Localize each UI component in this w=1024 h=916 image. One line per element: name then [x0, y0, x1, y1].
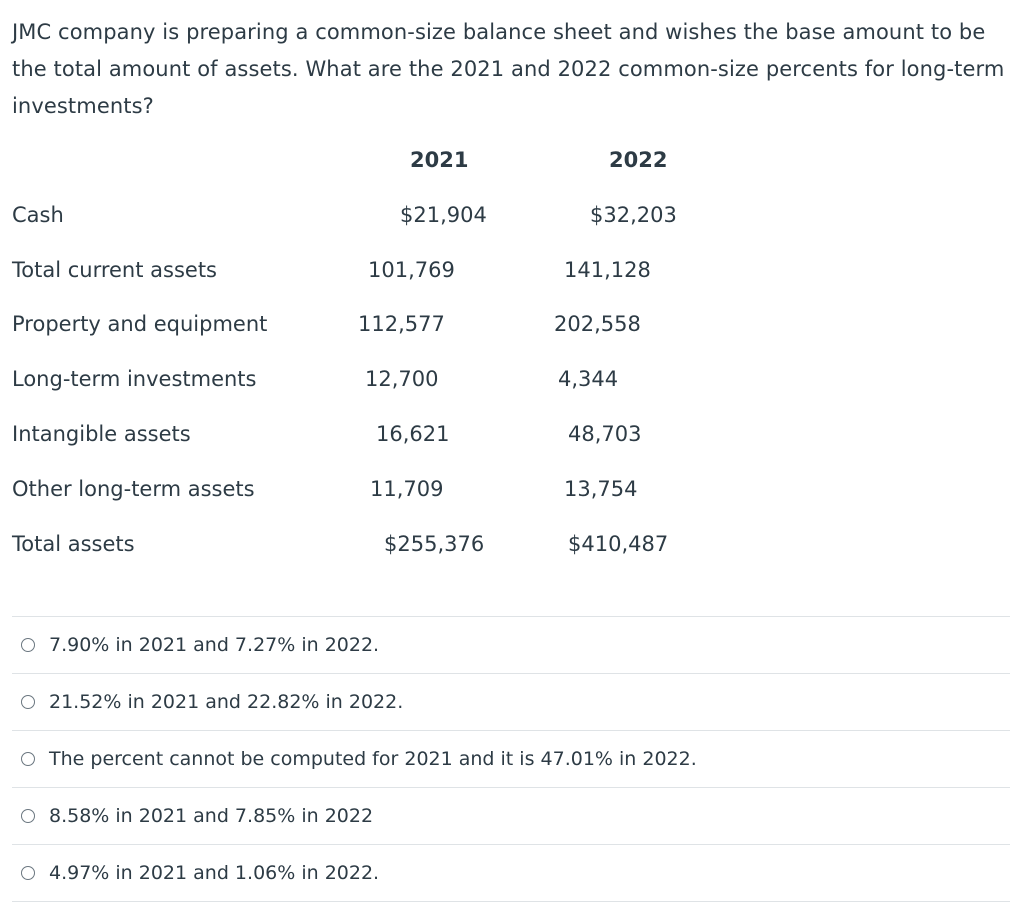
cell-cash-2022: $32,203: [590, 203, 677, 227]
balance-sheet-table: 2021 2022 Cash $21,904 $32,203 Total cur…: [12, 148, 677, 556]
radio-button-1[interactable]: [21, 638, 35, 652]
cell-property-and-equipment-2021: 112,577: [358, 312, 445, 336]
answer-text-5: 4.97% in 2021 and 1.06% in 2022.: [49, 862, 380, 884]
answer-text-4: 8.58% in 2021 and 7.85% in 2022: [49, 805, 374, 827]
cell-property-and-equipment-2022: 202,558: [554, 312, 641, 336]
row-label-intangible-assets: Intangible assets: [12, 422, 191, 446]
answer-option-2[interactable]: 21.52% in 2021 and 22.82% in 2022.: [12, 673, 1010, 730]
row-label-total-current-assets: Total current assets: [12, 258, 217, 282]
answer-option-4[interactable]: 8.58% in 2021 and 7.85% in 2022: [12, 787, 1010, 844]
answer-text-2: 21.52% in 2021 and 22.82% in 2022.: [49, 691, 404, 713]
cell-intangible-assets-2022: 48,703: [568, 422, 642, 446]
cell-other-long-term-assets-2022: 13,754: [564, 477, 638, 501]
radio-button-5[interactable]: [21, 866, 35, 880]
row-label-property-and-equipment: Property and equipment: [12, 312, 268, 336]
answer-options: 7.90% in 2021 and 7.27% in 2022. 21.52% …: [12, 616, 1010, 902]
answer-text-3: The percent cannot be computed for 2021 …: [49, 748, 697, 770]
column-header-2022: 2022: [609, 148, 668, 172]
question-text: JMC company is preparing a common-size b…: [12, 20, 1005, 118]
cell-long-term-investments-2021: 12,700: [365, 367, 439, 391]
radio-button-3[interactable]: [21, 752, 35, 766]
answer-option-3[interactable]: The percent cannot be computed for 2021 …: [12, 730, 1010, 787]
radio-button-4[interactable]: [21, 809, 35, 823]
answer-option-5[interactable]: 4.97% in 2021 and 1.06% in 2022.: [12, 844, 1010, 902]
row-label-total-assets: Total assets: [12, 532, 135, 556]
cell-long-term-investments-2022: 4,344: [558, 367, 619, 391]
cell-intangible-assets-2021: 16,621: [376, 422, 450, 446]
cell-cash-2021: $21,904: [400, 203, 487, 227]
answer-text-1: 7.90% in 2021 and 7.27% in 2022.: [49, 634, 380, 656]
cell-total-assets-2022: $410,487: [568, 532, 669, 556]
row-label-cash: Cash: [12, 203, 64, 227]
answer-option-1[interactable]: 7.90% in 2021 and 7.27% in 2022.: [12, 616, 1010, 673]
cell-total-assets-2021: $255,376: [384, 532, 485, 556]
cell-total-current-assets-2021: 101,769: [368, 258, 455, 282]
column-header-2021: 2021: [410, 148, 469, 172]
row-label-long-term-investments: Long-term investments: [12, 367, 257, 391]
cell-total-current-assets-2022: 141,128: [564, 258, 651, 282]
row-label-other-long-term-assets: Other long-term assets: [12, 477, 255, 501]
radio-button-2[interactable]: [21, 695, 35, 709]
cell-other-long-term-assets-2021: 11,709: [370, 477, 444, 501]
